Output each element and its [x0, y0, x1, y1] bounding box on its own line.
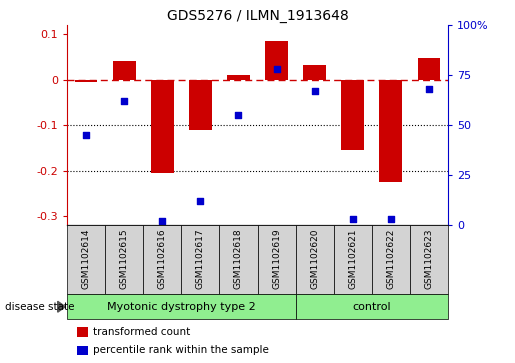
Point	[120, 98, 128, 104]
Text: control: control	[352, 302, 391, 312]
Text: disease state: disease state	[5, 302, 75, 312]
Bar	[303, 65, 326, 80]
Text: GSM1102620: GSM1102620	[310, 229, 319, 289]
Bar	[380, 80, 402, 182]
Text: GSM1102614: GSM1102614	[81, 229, 91, 289]
Text: GSM1102618: GSM1102618	[234, 229, 243, 289]
Text: Myotonic dystrophy type 2: Myotonic dystrophy type 2	[107, 302, 255, 312]
Text: percentile rank within the sample: percentile rank within the sample	[93, 345, 269, 355]
Point	[387, 216, 395, 222]
Text: GSM1102619: GSM1102619	[272, 229, 281, 289]
Text: transformed count: transformed count	[93, 327, 190, 337]
Text: GSM1102623: GSM1102623	[424, 229, 434, 289]
Bar	[77, 327, 88, 337]
Bar	[296, 225, 334, 294]
Bar	[189, 80, 212, 130]
Bar	[341, 80, 364, 150]
Point	[311, 88, 319, 94]
Bar	[334, 225, 372, 294]
Bar	[151, 80, 174, 173]
Bar	[258, 225, 296, 294]
Point	[234, 112, 243, 118]
Bar	[67, 294, 296, 319]
Point	[82, 132, 90, 138]
Bar	[181, 225, 219, 294]
Text: GSM1102615: GSM1102615	[119, 229, 129, 289]
Text: GSM1102617: GSM1102617	[196, 229, 205, 289]
Bar	[67, 225, 105, 294]
Text: GSM1102622: GSM1102622	[386, 229, 396, 289]
Bar	[265, 41, 288, 80]
Text: GSM1102616: GSM1102616	[158, 229, 167, 289]
Bar	[75, 80, 97, 82]
Bar	[219, 225, 258, 294]
Bar	[410, 225, 448, 294]
Point	[158, 218, 166, 224]
Bar	[113, 61, 135, 80]
Text: GSM1102621: GSM1102621	[348, 229, 357, 289]
Title: GDS5276 / ILMN_1913648: GDS5276 / ILMN_1913648	[167, 9, 348, 23]
Polygon shape	[58, 301, 65, 312]
Bar	[372, 225, 410, 294]
Bar	[143, 225, 181, 294]
Bar	[77, 346, 88, 355]
Point	[272, 66, 281, 72]
Bar	[418, 58, 440, 80]
Point	[425, 86, 433, 92]
Bar	[105, 225, 143, 294]
Bar	[296, 294, 448, 319]
Point	[349, 216, 357, 222]
Point	[196, 198, 204, 204]
Bar	[227, 75, 250, 80]
